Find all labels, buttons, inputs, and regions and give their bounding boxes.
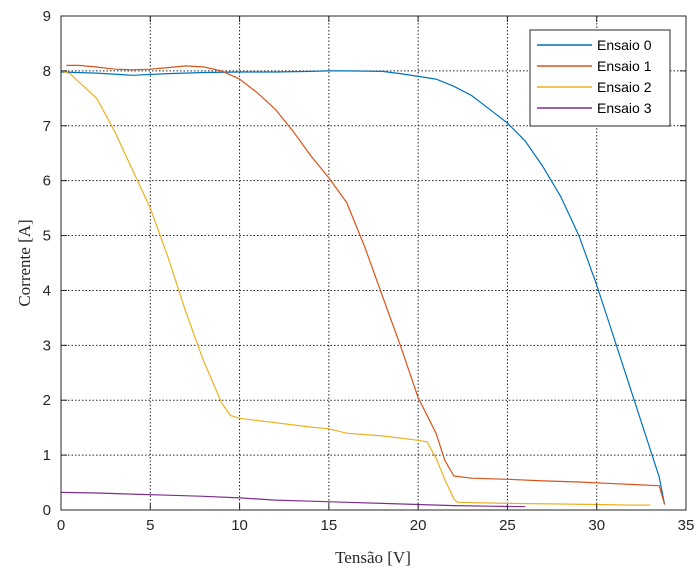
x-tick-label: 25 — [499, 517, 516, 534]
x-tick-label: 20 — [410, 517, 427, 534]
y-tick-label: 1 — [43, 447, 51, 464]
ticks: 0 5 10 15 20 25 30 35 0 1 2 3 4 5 6 7 8 9 — [43, 8, 695, 534]
y-tick-label: 2 — [43, 392, 51, 409]
x-tick-label: 0 — [57, 517, 65, 534]
y-tick-label: 9 — [43, 8, 51, 25]
series-line-1 — [60, 70, 666, 505]
y-tick-label: 3 — [43, 337, 51, 354]
y-tick-label: 4 — [43, 282, 51, 299]
x-tick-label: 15 — [321, 517, 338, 534]
legend-label-4: Ensaio 3 — [597, 100, 652, 116]
y-tick-label: 0 — [43, 502, 51, 519]
legend-label-2: Ensaio 1 — [597, 58, 652, 74]
y-tick-label: 8 — [43, 63, 51, 80]
legend-label-3: Ensaio 2 — [597, 79, 652, 95]
x-tick-label: 35 — [678, 517, 695, 534]
legend-label-1: Ensaio 0 — [597, 37, 652, 53]
y-tick-label: 7 — [43, 118, 51, 135]
x-tick-label: 30 — [588, 517, 605, 534]
series-line-4 — [60, 491, 526, 508]
x-tick-label: 10 — [231, 517, 248, 534]
plot-frame — [60, 15, 687, 511]
series-layer — [60, 64, 666, 508]
legend-box — [529, 29, 671, 127]
x-tick-label: 5 — [146, 517, 154, 534]
y-axis-label: Corrente [A] — [15, 219, 34, 306]
legend[interactable]: Ensaio 0 Ensaio 1 Ensaio 2 Ensaio 3 — [529, 29, 671, 127]
series-line-3 — [60, 70, 651, 506]
series-line-2 — [66, 64, 666, 505]
x-axis-label: Tensão [V] — [335, 548, 411, 567]
y-tick-label: 6 — [43, 173, 51, 190]
y-tick-label: 5 — [43, 228, 51, 245]
